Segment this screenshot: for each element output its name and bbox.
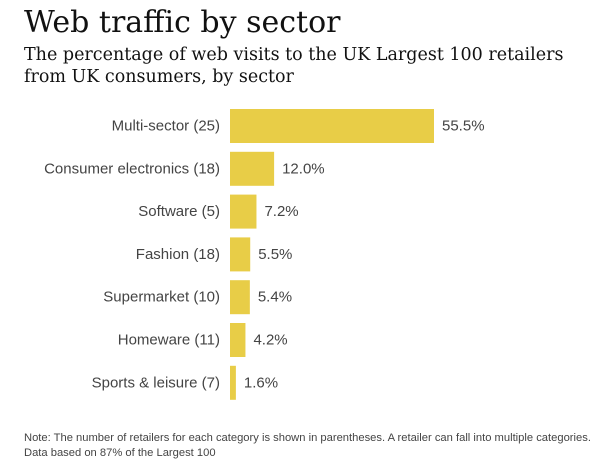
category-label-3: Fashion (18) bbox=[136, 246, 220, 263]
chart-title: Web traffic by sector bbox=[24, 5, 341, 40]
value-label-0: 55.5% bbox=[442, 118, 485, 135]
bar-6 bbox=[230, 365, 236, 400]
value-label-3: 5.5% bbox=[258, 246, 292, 263]
bar-1 bbox=[230, 151, 275, 186]
chart-subtitle: The percentage of web visits to the UK L… bbox=[24, 45, 564, 87]
bar-0 bbox=[230, 109, 434, 143]
category-label-2: Software (5) bbox=[138, 203, 220, 220]
bar-chart: Multi-sector (25) 55.5% Consumer electroni… bbox=[44, 109, 485, 400]
value-label-6: 1.6% bbox=[244, 374, 278, 391]
bar-3 bbox=[230, 237, 251, 272]
category-label-5: Homeware (11) bbox=[118, 332, 220, 349]
category-label-6: Sports & leisure (7) bbox=[92, 374, 220, 391]
bar-5 bbox=[230, 323, 246, 357]
value-label-5: 4.2% bbox=[253, 332, 287, 349]
category-label-1: Consumer electronics (18) bbox=[44, 160, 220, 177]
value-label-4: 5.4% bbox=[258, 289, 292, 306]
category-label-0: Multi-sector (25) bbox=[112, 118, 220, 135]
value-label-2: 7.2% bbox=[264, 203, 298, 220]
bar-4 bbox=[230, 280, 250, 315]
value-label-1: 12.0% bbox=[282, 160, 325, 177]
category-label-4: Supermarket (10) bbox=[103, 289, 220, 306]
chart-note: Note: The number of retailers for each c… bbox=[24, 432, 591, 459]
bar-2 bbox=[230, 194, 257, 229]
